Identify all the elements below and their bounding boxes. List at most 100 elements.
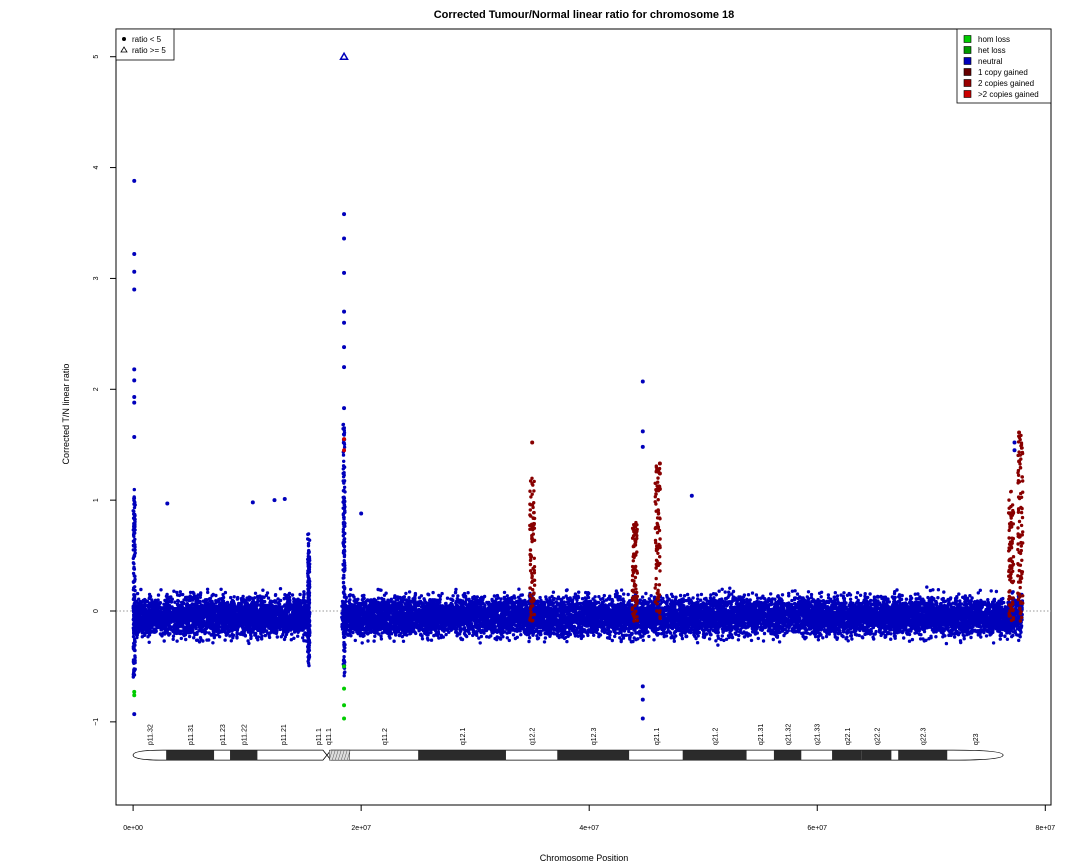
neutral-points <box>131 585 1025 647</box>
data-point <box>272 498 277 503</box>
data-point <box>657 487 662 492</box>
data-point <box>132 252 137 257</box>
data-point <box>342 437 347 442</box>
data-point <box>342 448 347 453</box>
data-point <box>342 703 347 708</box>
gain-segment-points <box>528 476 537 623</box>
legend-state-label: >2 copies gained <box>978 90 1039 99</box>
y-tick-label: 5 <box>93 55 100 59</box>
ideogram-band-label: p11.1 <box>316 728 323 745</box>
ideogram-band-label: p11.31 <box>188 724 195 745</box>
data-point <box>640 429 645 434</box>
data-point <box>359 511 364 516</box>
legend-state-label: neutral <box>978 57 1003 66</box>
data-point <box>165 501 170 506</box>
data-point <box>640 444 645 449</box>
data-point <box>132 367 137 372</box>
legend-states-box <box>956 28 1052 104</box>
chart-title: Corrected Tumour/Normal linear ratio for… <box>434 9 735 21</box>
gain-segment-points <box>1006 489 1016 623</box>
legend-symbol-label: ratio < 5 <box>132 35 162 44</box>
gvar-hatch <box>340 750 345 761</box>
data-point <box>342 716 347 721</box>
gvar-hatch <box>346 750 351 761</box>
data-point <box>342 320 347 325</box>
data-point <box>689 493 694 498</box>
data-point <box>1012 448 1017 453</box>
data-point <box>342 212 347 217</box>
legend-symbols: ratio < 5 ratio >= 5 <box>115 28 175 61</box>
ideogram-band <box>418 750 506 761</box>
data-point <box>1017 459 1022 464</box>
gvar-hatch <box>331 750 336 761</box>
ideogram-band <box>773 750 802 761</box>
gvar-hatch <box>334 750 339 761</box>
data-point <box>132 693 137 698</box>
ideogram-band-label: q21.1 <box>654 727 661 745</box>
ideogram-band-label: q21.2 <box>713 727 720 745</box>
ideogram-band-label: q22.1 <box>845 727 852 745</box>
gvar-hatch <box>328 750 333 761</box>
legend-symbol-label: ratio >= 5 <box>132 46 166 55</box>
series-neutral <box>131 422 1025 679</box>
ideogram-band-label: q21.32 <box>786 724 793 746</box>
legend-states: hom loss het loss neutral 1 copy gained 2 co… <box>956 28 1052 104</box>
data-point <box>640 379 645 384</box>
ideogram-band-label: q12.1 <box>460 727 467 745</box>
plot-frame <box>115 28 1052 806</box>
legend-swatch <box>963 68 972 76</box>
data-point <box>132 287 137 292</box>
data-point <box>282 497 287 502</box>
ideogram-band-label: q21.33 <box>815 724 822 746</box>
outlier-triangle <box>339 51 349 60</box>
ideogram-band <box>898 750 948 761</box>
y-tick-label: 0 <box>93 609 100 613</box>
y-tick-label: 4 <box>93 166 100 170</box>
legend-state-label: het loss <box>978 46 1006 55</box>
legend-swatch <box>963 90 972 98</box>
y-axis-label: Corrected T/N linear ratio <box>61 364 71 465</box>
edge-column-points <box>131 422 347 679</box>
legend-state-label: 2 copies gained <box>978 79 1034 88</box>
ideogram-band-label: q21.31 <box>758 724 765 746</box>
ideogram-band <box>557 750 630 761</box>
legend-symbols-box <box>115 28 175 61</box>
ideogram-band-label: q12.2 <box>530 727 537 745</box>
legend-marker <box>120 46 128 53</box>
data-point <box>132 712 137 717</box>
series-gain <box>528 433 1025 623</box>
x-tick-label: 4e+07 <box>579 825 599 832</box>
legend-swatch <box>963 57 972 65</box>
x-axis-label: Chromosome Position <box>540 853 629 863</box>
data-point <box>342 664 347 669</box>
ideogram-band-label: p11.21 <box>281 724 288 745</box>
data-point <box>132 434 137 439</box>
gvar-hatch <box>337 750 342 761</box>
data-point <box>342 406 347 411</box>
data-point <box>132 689 137 694</box>
ideogram-band-label: q11.2 <box>382 728 389 745</box>
legend-state-label: 1 copy gained <box>978 68 1028 77</box>
ideogram-band-label: p11.23 <box>220 724 227 745</box>
data-point <box>1012 440 1017 445</box>
data-point <box>640 697 645 702</box>
gain-segment-points <box>653 461 662 621</box>
notable-points <box>132 51 1022 721</box>
data-point <box>132 395 137 400</box>
ideogram-band-label: q22.2 <box>875 727 882 745</box>
chromosome-ideogram: p11.32 p11.31 p11.23 p11.22 p11.21 p11.1 q11.1… <box>132 724 1004 761</box>
x-tick-label: 8e+07 <box>1035 825 1055 832</box>
legend-swatch <box>963 46 972 54</box>
ideogram-band <box>861 750 892 761</box>
x-tick-label: 2e+07 <box>351 825 371 832</box>
legend-swatch <box>963 79 972 87</box>
ideogram-band-label: q11.1 <box>326 728 333 745</box>
gain-segment-points <box>1016 433 1025 623</box>
y-axis: −1 0 1 2 3 4 5 <box>93 55 116 726</box>
data-point <box>342 309 347 314</box>
ideogram-band-label: q22.3 <box>921 727 928 745</box>
y-tick-label: 1 <box>93 498 100 502</box>
ideogram-band-label: p11.32 <box>148 724 155 745</box>
data-point <box>250 500 255 505</box>
